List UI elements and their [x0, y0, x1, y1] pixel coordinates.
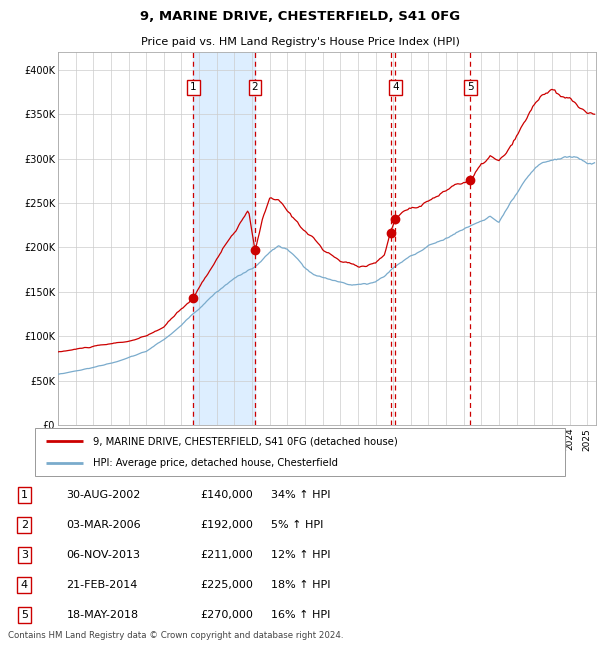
Text: 1: 1 [21, 490, 28, 500]
Text: 2: 2 [21, 520, 28, 530]
Text: £270,000: £270,000 [200, 610, 253, 620]
Text: HPI: Average price, detached house, Chesterfield: HPI: Average price, detached house, Ches… [94, 458, 338, 468]
Text: Price paid vs. HM Land Registry's House Price Index (HPI): Price paid vs. HM Land Registry's House … [140, 38, 460, 47]
Text: 5% ↑ HPI: 5% ↑ HPI [271, 520, 323, 530]
Text: 06-NOV-2013: 06-NOV-2013 [67, 550, 140, 560]
Text: 2: 2 [252, 83, 259, 92]
Text: 30-AUG-2002: 30-AUG-2002 [67, 490, 141, 500]
Text: 4: 4 [21, 580, 28, 590]
Bar [193, 52, 255, 425]
Text: 1: 1 [190, 83, 197, 92]
Text: 5: 5 [467, 83, 474, 92]
Text: 9, MARINE DRIVE, CHESTERFIELD, S41 0FG (detached house): 9, MARINE DRIVE, CHESTERFIELD, S41 0FG (… [94, 436, 398, 447]
Text: 16% ↑ HPI: 16% ↑ HPI [271, 610, 330, 620]
Text: 03-MAR-2006: 03-MAR-2006 [67, 520, 141, 530]
Text: 4: 4 [392, 83, 399, 92]
Text: £192,000: £192,000 [200, 520, 253, 530]
Text: 9, MARINE DRIVE, CHESTERFIELD, S41 0FG: 9, MARINE DRIVE, CHESTERFIELD, S41 0FG [140, 10, 460, 23]
Text: £225,000: £225,000 [200, 580, 253, 590]
Text: 18-MAY-2018: 18-MAY-2018 [67, 610, 139, 620]
Text: Contains HM Land Registry data © Crown copyright and database right 2024.: Contains HM Land Registry data © Crown c… [8, 631, 343, 640]
Text: 34% ↑ HPI: 34% ↑ HPI [271, 490, 331, 500]
Text: £211,000: £211,000 [200, 550, 253, 560]
FancyBboxPatch shape [35, 428, 565, 476]
Text: 5: 5 [21, 610, 28, 620]
Text: 18% ↑ HPI: 18% ↑ HPI [271, 580, 331, 590]
Text: 12% ↑ HPI: 12% ↑ HPI [271, 550, 331, 560]
Text: 21-FEB-2014: 21-FEB-2014 [67, 580, 138, 590]
Text: £140,000: £140,000 [200, 490, 253, 500]
Text: 3: 3 [21, 550, 28, 560]
